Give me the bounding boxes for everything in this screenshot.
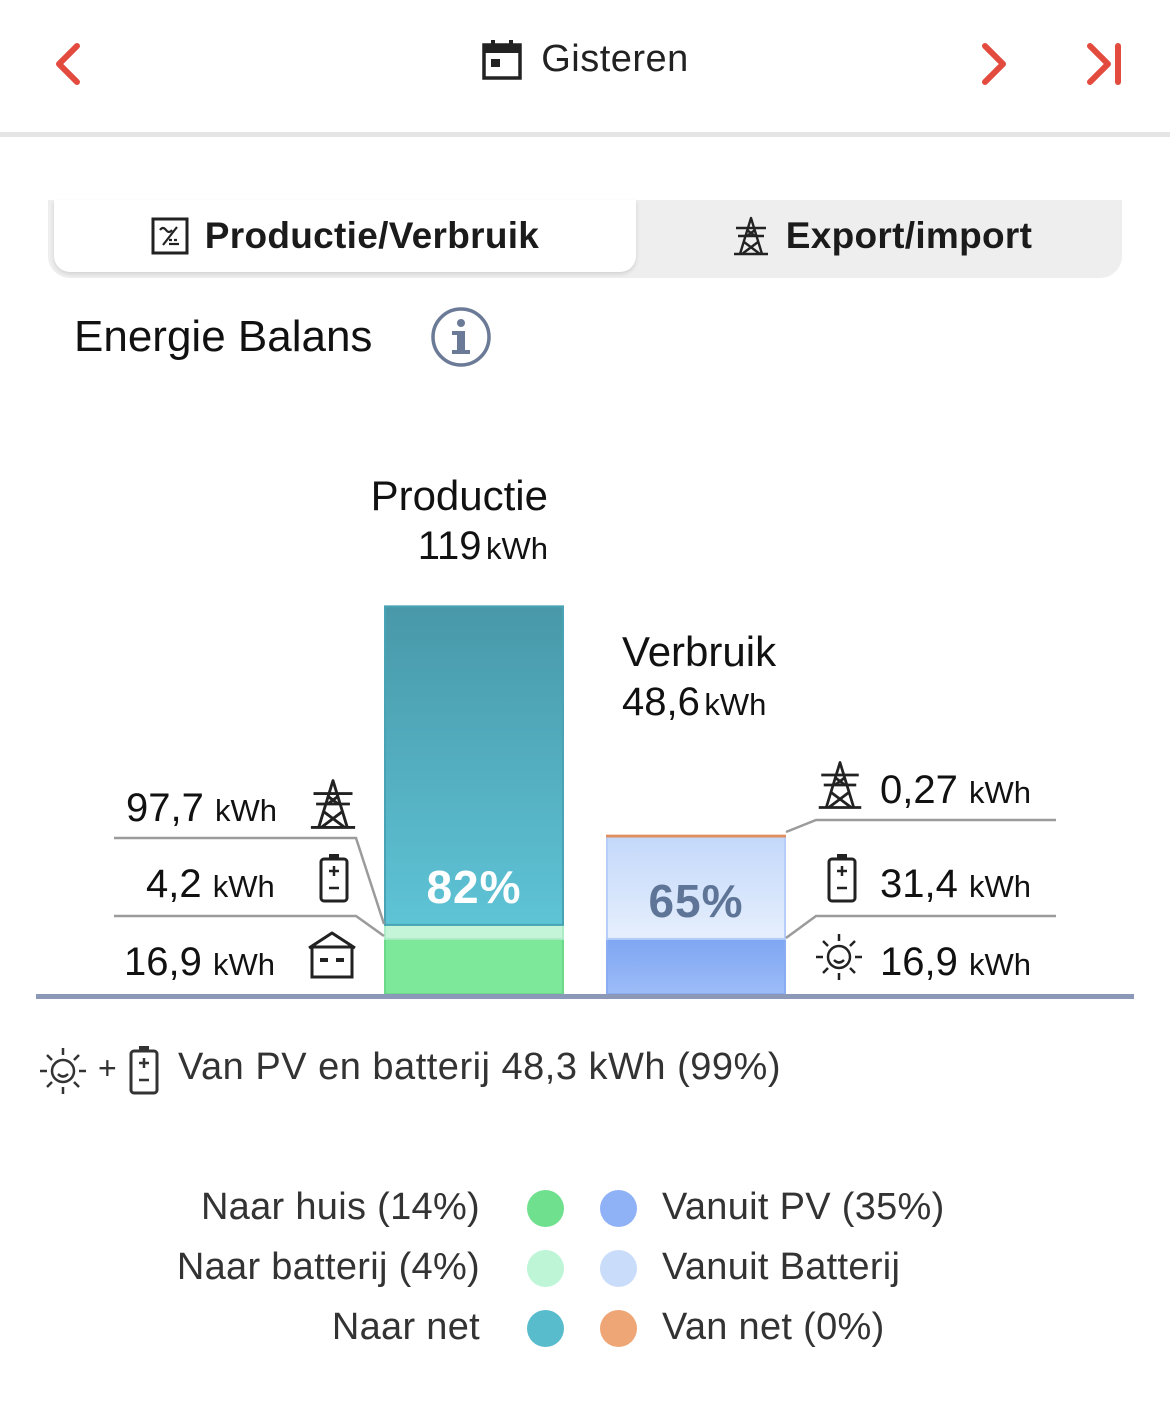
value-unit: kWh: [968, 775, 1031, 810]
production-header: Productie 119 kWh: [300, 472, 548, 569]
connector-line: [114, 836, 386, 925]
value-unit: kWh: [212, 947, 275, 982]
value-number: 4,2: [146, 862, 202, 906]
header-divider: [0, 132, 1170, 137]
production-percent-label: 82%: [426, 861, 521, 913]
legend-swatch: [600, 1250, 637, 1287]
production-unit: kWh: [486, 531, 548, 566]
consumption-header: Verbruik 48,6 kWh: [622, 628, 776, 725]
view-segmented-control: Productie/Verbruik Export/import: [48, 200, 1122, 278]
date-label: Gisteren: [541, 38, 689, 80]
consumption-title: Verbruik: [622, 628, 777, 675]
consumption-bar-segment-vanuit-pv: [606, 937, 786, 995]
summary-plus: +: [98, 1050, 117, 1086]
battery-icon: [827, 854, 857, 903]
production-net-value: 97,7 kWh: [126, 786, 277, 831]
summary-text: Van PV en batterij 48,3 kWh (99%): [178, 1046, 781, 1088]
info-button[interactable]: [430, 306, 492, 373]
legend-label: Vanuit Batterij: [662, 1246, 901, 1288]
inverter-icon: [151, 217, 189, 255]
value-number: 0,27: [880, 768, 958, 812]
legend-swatch: [600, 1310, 637, 1347]
value-unit: kWh: [214, 793, 277, 828]
connector-line: [785, 914, 1056, 940]
info-icon: [431, 307, 491, 367]
calendar-icon: [482, 39, 522, 80]
next-day-button[interactable]: [966, 36, 1022, 92]
tab-label: Export/import: [785, 215, 1033, 256]
connector-line: [785, 818, 1056, 834]
legend-swatch: [600, 1190, 637, 1227]
battery-icon: [319, 854, 349, 903]
consumption-total: 48,6: [622, 680, 700, 724]
consumption-net-value: 0,27 kWh: [880, 768, 1031, 813]
consumption-pv-value: 16,9 kWh: [880, 940, 1031, 985]
chevron-right-icon: [982, 43, 1006, 85]
legend-swatch: [527, 1310, 564, 1347]
top-navigation-bar: Gisteren: [0, 0, 1170, 132]
power-pylon-icon: [310, 779, 356, 829]
section-title: Energie Balans: [74, 312, 373, 361]
production-bar-segment-naar-batterij: [384, 923, 564, 940]
value-number: 16,9: [124, 940, 202, 984]
value-unit: kWh: [968, 947, 1031, 982]
value-number: 16,9: [880, 940, 958, 984]
sun-icon: [40, 1048, 86, 1094]
value-number: 31,4: [880, 862, 958, 906]
production-battery-value: 4,2 kWh: [146, 862, 275, 907]
legend-label: Van net (0%): [662, 1306, 885, 1348]
tab-productie-verbruik[interactable]: Productie/Verbruik: [54, 200, 636, 272]
previous-day-button[interactable]: [40, 36, 96, 92]
date-selector[interactable]: Gisteren: [0, 38, 1170, 81]
production-bar-segment-naar-huis: [384, 937, 564, 995]
consumption-battery-value: 31,4 kWh: [880, 862, 1031, 907]
power-pylon-icon: [818, 761, 862, 809]
production-total: 119: [417, 524, 482, 568]
consumption-bar-segment-van-net: [606, 834, 786, 838]
tab-export-import[interactable]: Export/import: [642, 200, 1122, 272]
skip-to-end-icon: [1087, 43, 1121, 85]
chart-baseline: [36, 994, 1134, 999]
value-unit: kWh: [968, 869, 1031, 904]
production-bar-segment-naar-net: [384, 605, 564, 926]
power-pylon-icon: [733, 216, 768, 256]
sun-icon: [816, 934, 862, 980]
consumption-bar-segment-vanuit-batterij: [606, 835, 786, 940]
production-title: Productie: [370, 472, 548, 519]
value-number: 97,7: [126, 786, 204, 830]
connector-line: [114, 914, 385, 938]
legend-label: Vanuit PV (35%): [662, 1186, 945, 1228]
legend-swatch: [527, 1250, 564, 1287]
chevron-left-icon: [56, 43, 80, 85]
tab-label: Productie/Verbruik: [204, 215, 540, 256]
production-house-value: 16,9 kWh: [124, 940, 275, 985]
energy-balance-chart: 82% 65%: [114, 605, 1056, 995]
battery-icon: [129, 1046, 159, 1095]
legend-label: Naar net: [331, 1306, 480, 1348]
legend-label: Naar huis (14%): [200, 1186, 480, 1228]
legend-swatch: [527, 1190, 564, 1227]
house-icon: [308, 931, 356, 979]
consumption-percent-label: 65%: [648, 875, 743, 927]
value-unit: kWh: [212, 869, 275, 904]
skip-to-today-button[interactable]: [1076, 36, 1132, 92]
legend-label: Naar batterij (4%): [176, 1246, 480, 1288]
consumption-unit: kWh: [704, 687, 767, 722]
